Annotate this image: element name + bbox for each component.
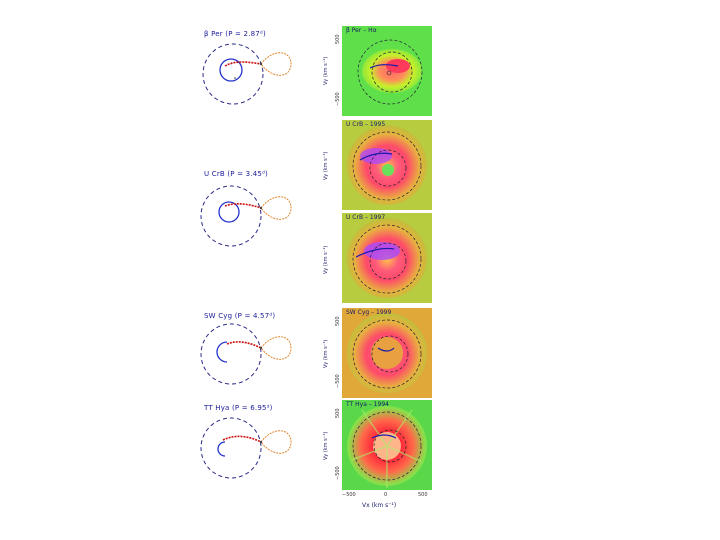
y-axis-label: Vy (km s⁻¹) bbox=[323, 339, 329, 368]
system-label: U CrB (P = 3.45ᵈ) bbox=[204, 170, 268, 178]
map-label: U CrB – 1997 bbox=[346, 214, 386, 221]
system-label: β Per (P = 2.87ᵈ) bbox=[204, 30, 266, 38]
tomogram-beta-per: β Per – Hα bbox=[342, 26, 432, 116]
gas-stream bbox=[224, 61, 262, 67]
y-tick-label: 500 bbox=[335, 408, 341, 418]
l1-point bbox=[259, 62, 263, 66]
secondary-roche-lobe bbox=[260, 52, 292, 76]
map-label: TT Hya – 1994 bbox=[346, 401, 389, 408]
system-label: SW Cyg (P = 4.57ᵈ) bbox=[204, 312, 276, 320]
x-tick-label: 0 bbox=[384, 492, 388, 498]
orbit-diagram bbox=[200, 323, 292, 385]
y-tick-label: −500 bbox=[335, 466, 341, 480]
system-label: TT Hya (P = 6.95ᵈ) bbox=[204, 404, 273, 412]
orbit-diagram bbox=[200, 417, 292, 479]
orbit-diagram bbox=[202, 43, 292, 105]
y-tick-label: −500 bbox=[335, 374, 341, 388]
center-of-mass bbox=[234, 77, 236, 79]
map-label: U CrB – 1995 bbox=[346, 121, 386, 128]
map-label: SW Cyg – 1999 bbox=[346, 309, 392, 316]
x-tick-label: −500 bbox=[342, 492, 356, 498]
tomogram-tt-hya: TT Hya – 1994 bbox=[342, 400, 432, 490]
map-label: β Per – Hα bbox=[346, 27, 377, 34]
primary-star-lobe bbox=[219, 58, 243, 82]
y-tick-label: 500 bbox=[335, 34, 341, 44]
tomogram-u-crb-1995: U CrB – 1995 bbox=[342, 120, 432, 210]
outer-radius-circle bbox=[202, 43, 264, 105]
y-axis-label: Vy (km s⁻¹) bbox=[323, 431, 329, 460]
y-tick-label: −500 bbox=[335, 92, 341, 106]
y-axis-label: Vy (km s⁻¹) bbox=[323, 151, 329, 180]
orbit-diagram bbox=[200, 185, 292, 247]
x-tick-label: 500 bbox=[418, 492, 428, 498]
tomogram-sw-cyg: SW Cyg – 1999 bbox=[342, 308, 432, 398]
y-tick-label: 500 bbox=[335, 316, 341, 326]
y-axis-label: Vy (km s⁻¹) bbox=[323, 245, 329, 274]
y-axis-label: Vy (km s⁻¹) bbox=[323, 56, 329, 85]
tomogram-u-crb-1997: U CrB – 1997 bbox=[342, 213, 432, 303]
x-axis-label: Vx (km s⁻¹) bbox=[362, 502, 397, 509]
